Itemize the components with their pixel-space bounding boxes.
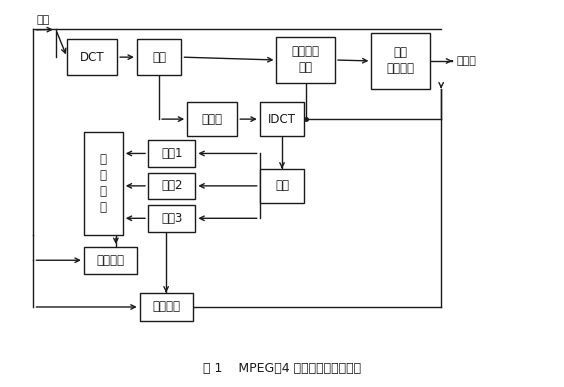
Text: 图 1    MPEG－4 视频压缩编码方框图: 图 1 MPEG－4 视频压缩编码方框图 [203,363,361,375]
Text: 视频流: 视频流 [457,56,477,66]
Text: 视频: 视频 [36,15,50,25]
Text: IDCT: IDCT [268,113,296,126]
Bar [276,37,335,83]
Bar [140,293,193,321]
Bar [67,39,117,75]
Bar [83,132,123,235]
Text: 预测1: 预测1 [161,147,183,160]
Bar [259,102,305,136]
Text: 形状编码: 形状编码 [152,300,180,313]
Text: 视频
电路合成: 视频 电路合成 [387,46,415,75]
Bar [148,205,196,232]
Text: 预测2: 预测2 [161,179,183,192]
Text: DCT: DCT [80,51,104,63]
Text: 帧存: 帧存 [275,179,289,192]
Bar [259,169,305,203]
Bar [83,247,137,274]
Text: 预测3: 预测3 [161,212,182,225]
Bar [148,140,196,167]
Text: 运动纹理
编码: 运动纹理 编码 [292,46,320,74]
Bar [137,39,182,75]
Text: 预
测
开
关: 预 测 开 关 [100,154,107,214]
Text: 运动估计: 运动估计 [96,254,124,267]
Text: 量化: 量化 [152,51,166,63]
Bar [371,33,430,89]
Bar [148,173,196,199]
Bar [187,102,237,136]
Text: 逆量化: 逆量化 [202,113,223,126]
